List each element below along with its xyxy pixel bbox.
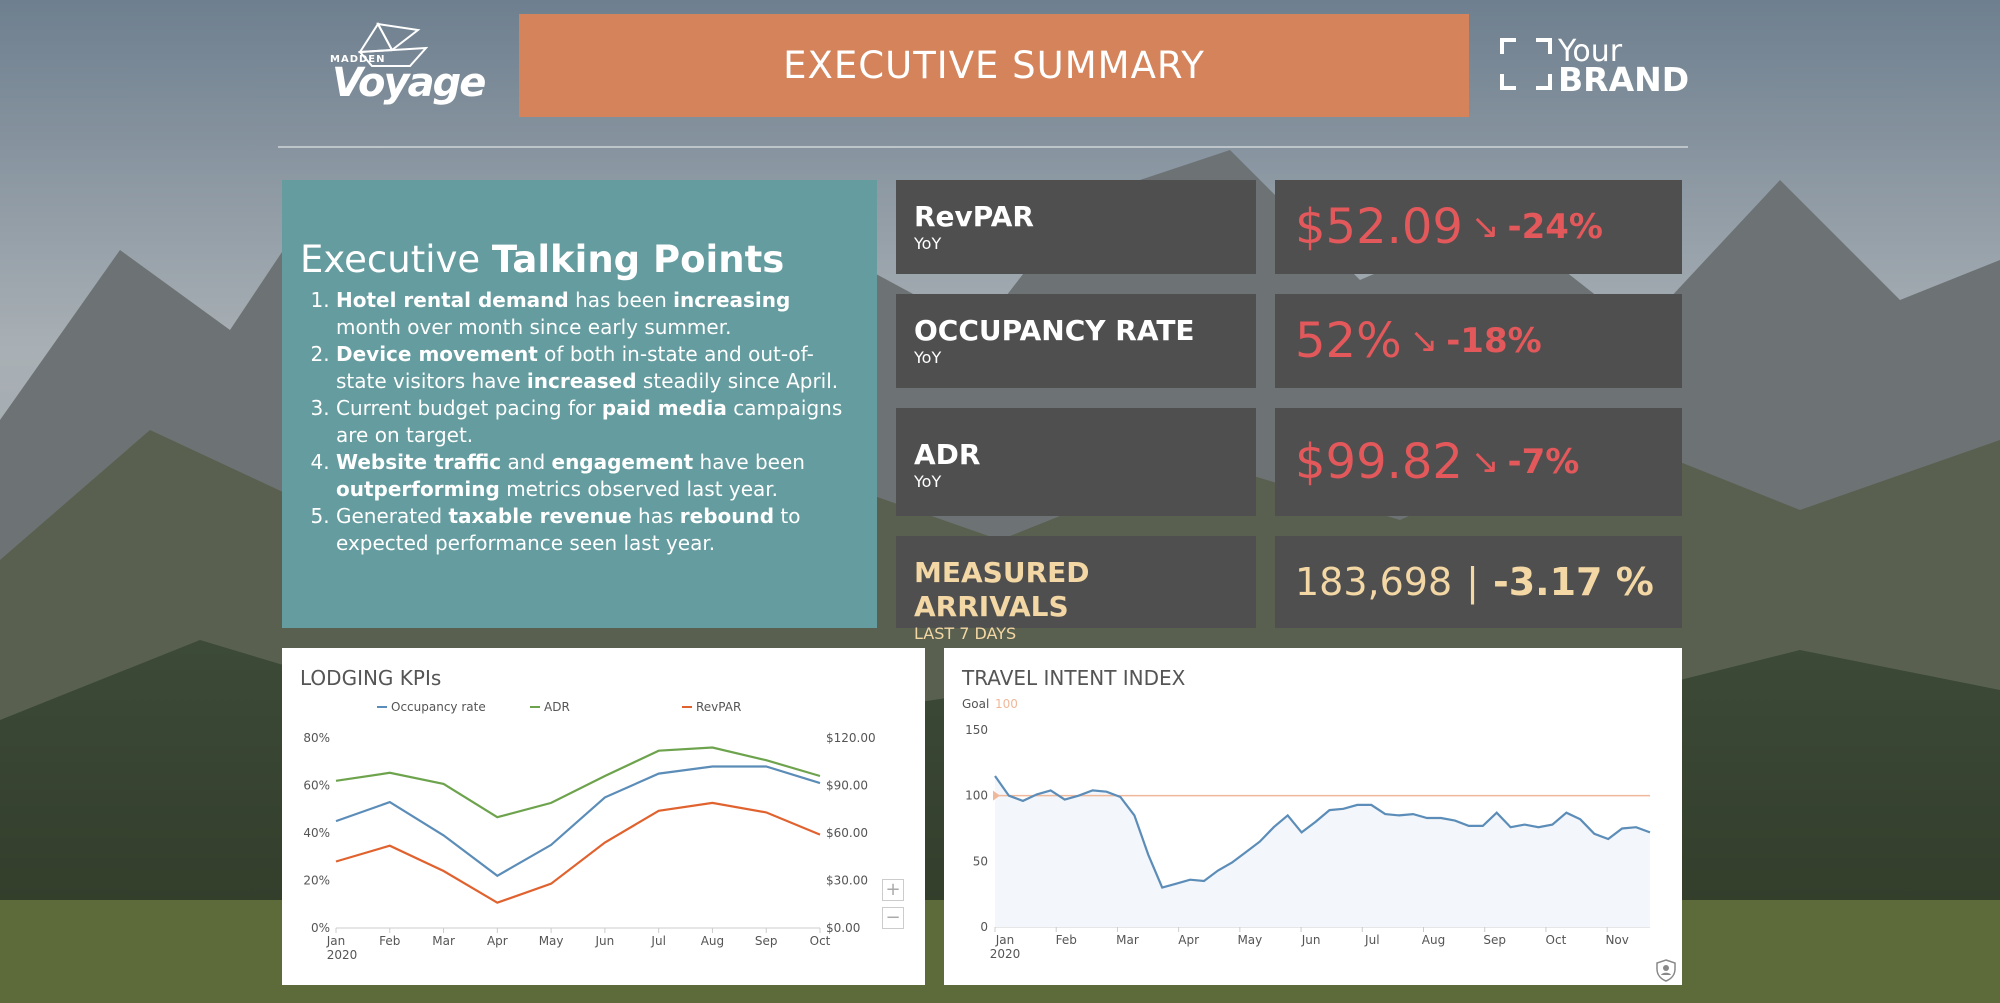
goal-marker (993, 790, 1000, 801)
voyage-logo: MADDEN Voyage (320, 22, 486, 112)
x-tick-label: Feb (379, 934, 400, 948)
legend-label-2: RevPAR (696, 700, 741, 714)
travel-intent-title: TRAVEL INTENT INDEX (962, 666, 1186, 690)
x-tick-label: Jul (1364, 933, 1379, 947)
y-tick-label-right: $90.00 (826, 779, 868, 793)
kpi-occupancy-label: OCCUPANCY RATE YoY (896, 294, 1256, 388)
index-area (995, 776, 1650, 927)
brand-logo: Your BRAND (1500, 34, 1700, 99)
y-tick-label-right: $0.00 (826, 921, 860, 935)
x-tick-label: Jun (1301, 933, 1321, 947)
lodging-kpis-card: LODGING KPIs Occupancy rate ADR RevPAR 0% 20… (282, 648, 925, 985)
kpi-arrivals-value: 183,698 | -3.17 % (1275, 536, 1682, 628)
plus-icon: + (885, 879, 901, 900)
y-tick-label-right: $30.00 (826, 874, 868, 888)
x-tick-label: Jun (595, 934, 615, 948)
talking-point-item: Device movement of both in-state and out… (336, 341, 857, 395)
talking-point-item: Website traffic and engagement have been… (336, 449, 857, 503)
brand-frame-icon (1500, 38, 1552, 90)
x-tick-label: Feb (1056, 933, 1077, 947)
x-tick-label: Apr (487, 934, 508, 948)
x-tick-label: Jul (650, 934, 665, 948)
zoom-in-button[interactable]: + (882, 879, 904, 901)
y-tick-label-left: 80% (303, 731, 330, 745)
header-divider (278, 146, 1688, 148)
talking-point-item: Generated taxable revenue has rebound to… (336, 503, 857, 557)
shield-icon[interactable] (1654, 958, 1678, 982)
talking-point-item: Hotel rental demand has been increasing … (336, 287, 857, 341)
x-tick-label: Jan (326, 934, 346, 948)
legend-label-0: Occupancy rate (391, 700, 486, 714)
x-tick-label: Apr (1178, 933, 1199, 947)
goal-legend-value: 100 (995, 697, 1018, 711)
x-tick-label: Mar (1116, 933, 1139, 947)
goal-legend-label: Goal (962, 697, 989, 711)
series-line-occupancy-rate (335, 765, 821, 878)
series-line-revpar (335, 801, 821, 904)
logo-small-text: MADDEN (330, 54, 386, 65)
trend-down-icon: ↘ (1409, 321, 1439, 361)
talking-points-list: Hotel rental demand has been increasing … (300, 287, 857, 557)
x-tick-label: Sep (755, 934, 778, 948)
y-tick-label-left: 60% (303, 779, 330, 793)
talking-points-panel: Executive Talking Points Hotel rental de… (282, 180, 877, 628)
x-sub-label: 2020 (327, 948, 358, 962)
x-tick-label: May (539, 934, 564, 948)
y-tick-label-left: 0% (311, 921, 330, 935)
zoom-out-button[interactable]: − (882, 907, 904, 929)
brand-name-text: BRAND (1558, 60, 1690, 99)
kpi-occupancy-value: 52% ↘ -18% (1275, 294, 1682, 388)
legend-label-1: ADR (544, 700, 570, 714)
x-sub-label: 2020 (990, 947, 1021, 961)
brand-your-text: Your (1558, 34, 1623, 69)
lodging-kpis-chart: Occupancy rate ADR RevPAR 0% 20% 40% 60% 80% $0.… (303, 700, 876, 962)
travel-intent-chart: Goal 100 0 50 100 150 Jan Feb Mar Apr May Jun Jul Aug… (962, 697, 1651, 961)
trend-down-icon: ↘ (1470, 442, 1500, 482)
kpi-adr-value: $99.82 ↘ -7% (1275, 408, 1682, 516)
x-tick-label: Sep (1483, 933, 1506, 947)
y-tick-label-left: 20% (303, 874, 330, 888)
page-title: EXECUTIVE SUMMARY (519, 14, 1469, 117)
x-tick-label: Oct (810, 934, 831, 948)
lodging-kpis-title: LODGING KPIs (300, 666, 442, 690)
x-tick-label: Mar (432, 934, 455, 948)
x-tick-label: Nov (1605, 933, 1628, 947)
y-tick-label: 0 (980, 920, 988, 934)
travel-intent-card: TRAVEL INTENT INDEX Goal 100 0 50 100 150 Jan F… (944, 648, 1682, 985)
talking-point-item: Current budget pacing for paid media cam… (336, 395, 857, 449)
logo-main-text: Voyage (332, 60, 486, 106)
talking-points-title: Executive Talking Points (300, 238, 785, 281)
series-line-adr (335, 746, 821, 819)
y-tick-label: 150 (965, 723, 988, 737)
minus-icon: − (885, 907, 901, 928)
index-line (994, 775, 1651, 889)
x-tick-label: Aug (1422, 933, 1445, 947)
trend-down-icon: ↘ (1470, 207, 1500, 247)
x-tick-label: Aug (701, 934, 724, 948)
y-tick-label-left: 40% (303, 826, 330, 840)
kpi-revpar-value: $52.09 ↘ -24% (1275, 180, 1682, 274)
y-tick-label: 100 (965, 789, 988, 803)
y-tick-label-right: $120.00 (826, 731, 876, 745)
kpi-arrivals-label: MEASURED ARRIVALS LAST 7 DAYS (896, 536, 1256, 643)
x-tick-label: Oct (1546, 933, 1567, 947)
y-tick-label-right: $60.00 (826, 826, 868, 840)
paper-boat-icon (358, 22, 428, 67)
x-tick-label: May (1237, 933, 1262, 947)
y-tick-label: 50 (973, 854, 988, 868)
kpi-adr-label: ADR YoY (896, 408, 1256, 516)
x-tick-label: Jan (995, 933, 1015, 947)
kpi-revpar-label: RevPAR YoY (896, 180, 1256, 274)
